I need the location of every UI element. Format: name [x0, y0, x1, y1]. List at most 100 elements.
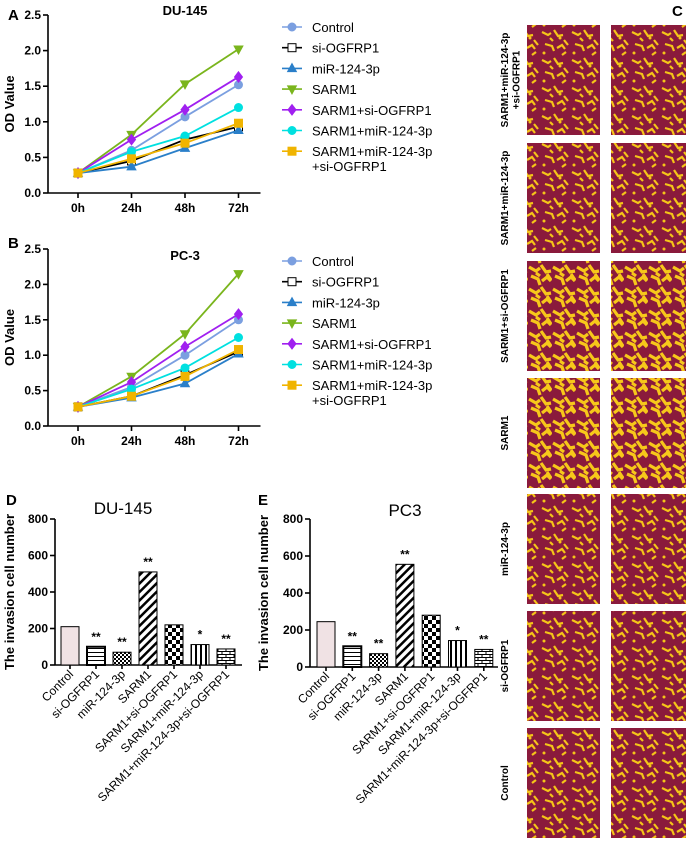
- x-tick-label: 48h: [175, 201, 196, 215]
- x-tick-label: 24h: [121, 434, 142, 448]
- marker: [287, 360, 297, 369]
- bar: [112, 651, 132, 666]
- marker: [287, 256, 297, 266]
- legend-label: miR-124-3p: [312, 295, 380, 310]
- y-tick-label: 800: [28, 512, 48, 526]
- bar: [369, 653, 389, 668]
- y-tick-label: 400: [283, 586, 303, 600]
- legend-label: SARM1+si-OGFRP1: [312, 103, 432, 118]
- marker: [126, 160, 137, 171]
- marker: [73, 402, 83, 412]
- series-line: [77, 76, 239, 174]
- chart-title: PC3: [388, 501, 421, 520]
- x-tick-label: 72h: [228, 201, 249, 215]
- legend-label: SARM1+miR-124-3p: [312, 358, 432, 373]
- series-line: [77, 84, 239, 174]
- y-axis-label: OD Value: [2, 309, 17, 366]
- legend-label: SARM1+miR-124-3p +si-OGFRP1: [312, 378, 432, 408]
- bar: [421, 614, 441, 668]
- micrograph: [611, 728, 686, 838]
- significance: **: [348, 629, 358, 643]
- marker: [180, 371, 190, 381]
- legend-label: si-OGFRP1: [312, 41, 379, 56]
- y-tick-label: 1.0: [24, 348, 41, 362]
- significance: **: [143, 555, 153, 569]
- micrograph: [611, 25, 686, 135]
- series-line: [77, 129, 239, 174]
- marker: [287, 126, 297, 135]
- micrograph: [611, 611, 686, 721]
- marker: [287, 337, 297, 350]
- y-tick-label: 2.0: [24, 44, 41, 58]
- series-line: [77, 106, 239, 174]
- y-tick-label: 2.5: [24, 8, 41, 22]
- row-label: SARM1+miR-124-3p+si-OGFRP1: [500, 33, 523, 128]
- legend-label: SARM1: [312, 82, 357, 97]
- y-tick-label: 0.5: [24, 150, 41, 164]
- x-tick-label: 0h: [71, 201, 85, 215]
- legend-label: miR-124-3p: [312, 61, 380, 76]
- series-line: [77, 48, 239, 174]
- marker: [286, 296, 298, 307]
- y-tick-label: 1.5: [24, 313, 41, 327]
- significance: **: [374, 637, 384, 651]
- bar: [190, 644, 210, 666]
- marker: [286, 85, 298, 95]
- chart-title: DU-145: [163, 3, 208, 18]
- row-label: si-OGFRP1: [500, 639, 511, 692]
- x-tick-label: 48h: [175, 434, 196, 448]
- marker: [234, 118, 243, 128]
- legend-label: si-OGFRP1: [312, 275, 379, 290]
- significance: **: [221, 632, 231, 646]
- series-line: [77, 122, 239, 174]
- micrograph: [611, 378, 686, 488]
- micrograph: [611, 261, 686, 371]
- marker: [73, 168, 83, 178]
- legend-label: SARM1+miR-124-3p: [312, 124, 432, 139]
- marker: [233, 308, 244, 321]
- series-line: [77, 319, 239, 408]
- bar: [164, 624, 184, 666]
- marker: [286, 319, 298, 329]
- chart-title: DU-145: [94, 499, 153, 518]
- y-tick-label: 0.0: [24, 419, 41, 433]
- row-label: miR-124-3p: [500, 522, 511, 576]
- micrograph: [527, 143, 600, 253]
- panel-label: B: [8, 235, 19, 252]
- micrograph: [527, 728, 600, 838]
- bar: [316, 621, 336, 668]
- marker: [180, 363, 190, 373]
- legend-label: SARM1+si-OGFRP1: [312, 337, 432, 352]
- y-tick-label: 2.0: [24, 277, 41, 291]
- y-tick-label: 0.5: [24, 384, 41, 398]
- bar: [448, 640, 467, 668]
- chart-title: PC-3: [170, 248, 200, 263]
- panel-label: C: [672, 3, 683, 20]
- marker: [287, 380, 297, 390]
- micrograph: [611, 494, 686, 604]
- marker: [179, 80, 191, 90]
- row-label: SARM1+si-OGFRP1: [500, 269, 511, 363]
- micrograph: [527, 611, 600, 721]
- series-line: [77, 336, 239, 408]
- significance: **: [479, 632, 489, 646]
- marker: [234, 345, 243, 355]
- y-tick-label: 200: [283, 623, 303, 637]
- marker: [287, 277, 297, 287]
- marker: [287, 103, 297, 116]
- row-label: SARM1: [500, 415, 511, 450]
- x-tick-label: 72h: [228, 434, 249, 448]
- bar: [60, 626, 80, 666]
- significance: **: [400, 547, 410, 561]
- marker: [287, 22, 297, 32]
- significance: *: [198, 628, 203, 642]
- bar: [474, 648, 494, 668]
- y-axis-label: The invasion cell number: [2, 514, 17, 670]
- series-line: [77, 348, 239, 408]
- legend-label: SARM1: [312, 316, 357, 331]
- micrograph: [527, 261, 600, 371]
- x-tick-label: 24h: [121, 201, 142, 215]
- bar: [138, 571, 158, 666]
- micrograph: [527, 494, 600, 604]
